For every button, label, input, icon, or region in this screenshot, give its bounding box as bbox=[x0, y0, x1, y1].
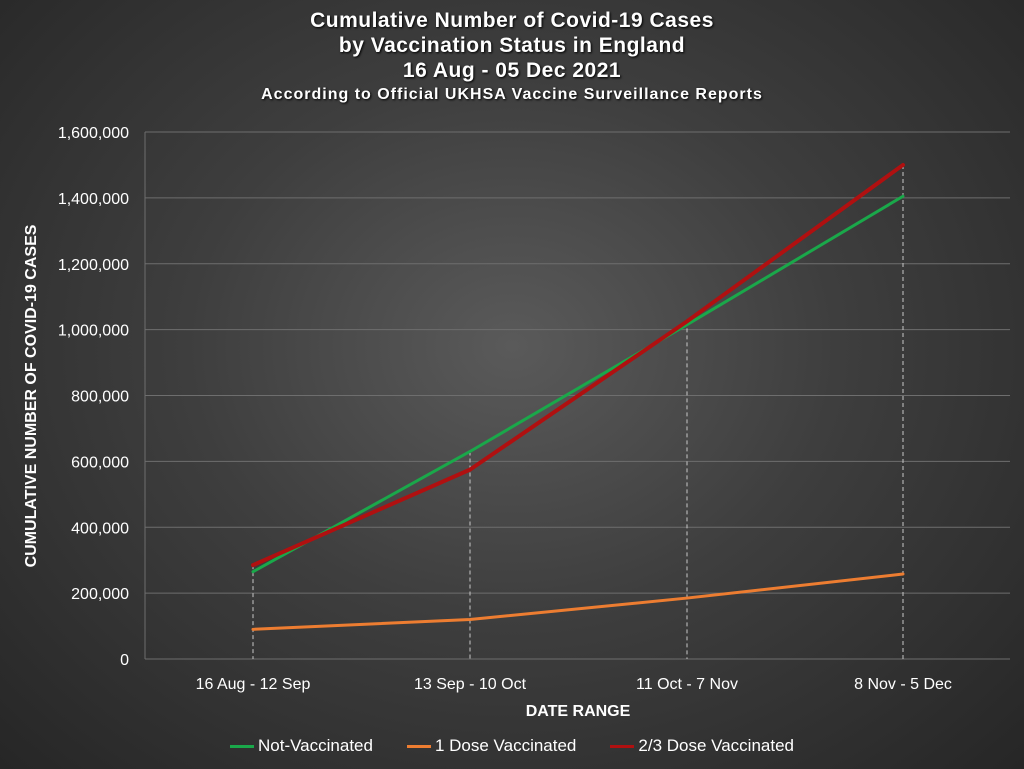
y-tick-label: 200,000 bbox=[71, 586, 129, 603]
x-axis-label: DATE RANGE bbox=[526, 703, 631, 720]
legend-item-1-dose[interactable]: 1 Dose Vaccinated bbox=[406, 736, 577, 756]
data-point bbox=[252, 628, 254, 630]
legend: Not-Vaccinated 1 Dose Vaccinated 2/3 Dos… bbox=[0, 736, 1024, 756]
legend-swatch bbox=[610, 744, 635, 748]
y-tick-label: 1,000,000 bbox=[58, 323, 129, 340]
data-point bbox=[686, 324, 688, 326]
x-tick-label: 11 Oct - 7 Nov bbox=[636, 676, 738, 693]
data-point bbox=[902, 573, 904, 575]
x-tick-label: 8 Nov - 5 Dec bbox=[854, 676, 952, 693]
data-point bbox=[469, 618, 471, 620]
data-point bbox=[469, 469, 471, 471]
legend-item-not-vaccinated[interactable]: Not-Vaccinated bbox=[229, 736, 373, 756]
series-line-2 bbox=[251, 162, 905, 568]
chart-subtitle: According to Official UKHSA Vaccine Surv… bbox=[261, 86, 763, 103]
chart-title-line-1: Cumulative Number of Covid-19 Cases bbox=[310, 9, 714, 32]
legend-label: Not-Vaccinated bbox=[257, 736, 373, 755]
legend-label: 1 Dose Vaccinated bbox=[434, 736, 577, 755]
y-tick-label: 600,000 bbox=[71, 454, 129, 471]
legend-swatch bbox=[406, 744, 431, 748]
x-tick-label: 16 Aug - 12 Sep bbox=[196, 676, 311, 693]
y-tick-label: 1,600,000 bbox=[58, 125, 129, 142]
data-point bbox=[469, 450, 471, 452]
chart-title-line-2: by Vaccination Status in England bbox=[338, 34, 686, 57]
y-tick-label: 1,200,000 bbox=[58, 257, 129, 274]
data-point bbox=[686, 320, 688, 322]
y-axis-label: CUMULATIVE NUMBER OF COVID-19 CASES bbox=[23, 224, 40, 567]
y-tick-label: 400,000 bbox=[71, 520, 129, 537]
x-tick-label: 13 Sep - 10 Oct bbox=[414, 676, 527, 693]
y-tick-label: 0 bbox=[120, 652, 129, 669]
legend-swatch bbox=[229, 744, 254, 748]
data-point bbox=[686, 597, 688, 599]
data-point bbox=[252, 564, 254, 566]
legend-label: 2/3 Dose Vaccinated bbox=[638, 736, 795, 755]
y-tick-label: 1,400,000 bbox=[58, 191, 129, 208]
chart-title-line-3: 16 Aug - 05 Dec 2021 bbox=[402, 59, 622, 82]
series-line-1 bbox=[251, 572, 905, 631]
chart-title-block: Cumulative Number of Covid-19 Cases by V… bbox=[0, 8, 1024, 106]
data-point bbox=[902, 164, 904, 166]
data-point bbox=[902, 195, 904, 197]
y-tick-label: 800,000 bbox=[71, 389, 129, 406]
series bbox=[251, 162, 905, 631]
axes: DATE RANGE CUMULATIVE NUMBER OF COVID-19… bbox=[23, 125, 952, 720]
data-point bbox=[252, 571, 254, 573]
series-line-0 bbox=[251, 194, 905, 574]
legend-item-2-3-dose[interactable]: 2/3 Dose Vaccinated bbox=[610, 736, 794, 756]
